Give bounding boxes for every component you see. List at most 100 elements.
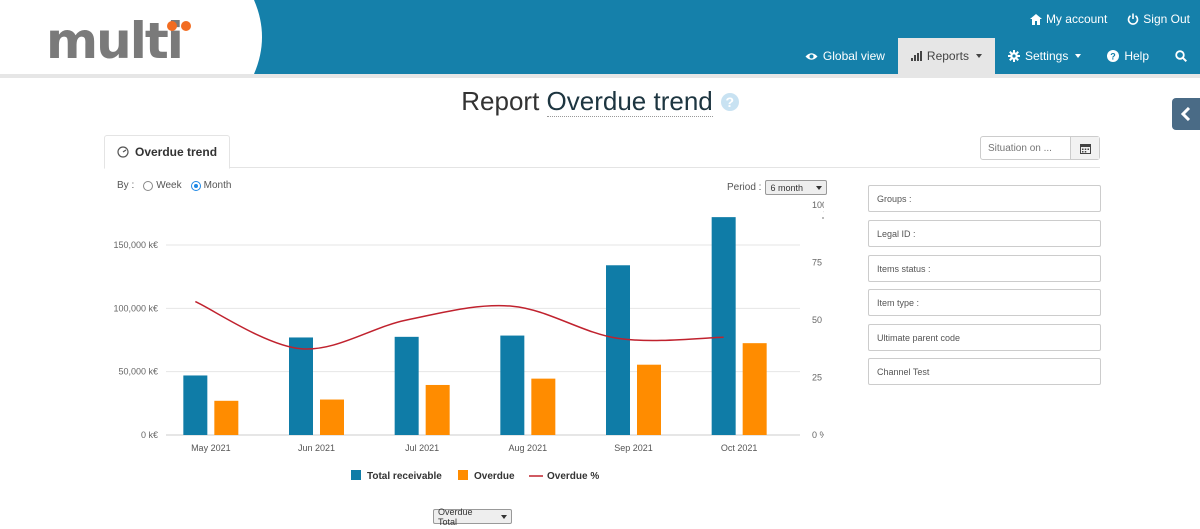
nav-help[interactable]: ? Help (1094, 38, 1162, 74)
situation-date-picker (980, 136, 1100, 160)
gauge-icon (117, 146, 129, 158)
bar-total-receivable (394, 336, 419, 435)
bar-total-receivable (289, 337, 313, 435)
chevron-down-icon (501, 514, 507, 519)
page-title: Report Overdue trend? (0, 86, 1200, 117)
filter-field[interactable]: Ultimate parent code (868, 324, 1101, 351)
search-icon (1175, 50, 1187, 62)
svg-text:?: ? (1111, 52, 1117, 62)
tab-overdue-trend[interactable]: Overdue trend (104, 135, 231, 169)
legend-label: Total receivable (367, 471, 442, 482)
measure-value: Overdue Total (438, 506, 473, 527)
logo-graphic: multi (0, 0, 262, 74)
chart-bars (183, 217, 767, 435)
chart-legend: Total receivable Overdue Overdue % (351, 470, 599, 482)
situation-input[interactable] (981, 137, 1070, 159)
main-nav: Global view Reports Settings ? Help (792, 38, 1200, 74)
help-icon[interactable]: ? (720, 93, 739, 111)
filter-field[interactable]: Channel Test (868, 358, 1101, 385)
chart-line (195, 300, 724, 350)
tab-label: Overdue trend (135, 145, 218, 159)
y-left-tick-label: 150,000 k€ (113, 240, 158, 250)
overdue-trend-chart: 0 k€ 50,000 k€ 100,000 k€ 150,000 k€ 0 % 25 … (113, 200, 824, 482)
account-links: My account Sign Out (1029, 12, 1190, 26)
period-select[interactable]: 6 month (765, 180, 828, 195)
filter-field[interactable]: Items status : (868, 255, 1101, 282)
bar-overdue (425, 384, 450, 435)
nav-help-label: Help (1124, 49, 1149, 63)
chevron-down-icon (975, 54, 982, 58)
x-tick-label: Oct 2021 (721, 443, 758, 453)
nav-reports-label: Reports (926, 49, 969, 63)
bar-overdue (531, 378, 556, 435)
calendar-button[interactable] (1070, 137, 1099, 159)
chart-grid (166, 244, 800, 436)
y-right-tick-label: 75 % (812, 258, 824, 268)
my-account-label: My account (1045, 12, 1108, 26)
y-right-tick-label: 25 % (812, 373, 824, 383)
y-right-tick-label: 0 % (812, 430, 824, 440)
page-title-prefix: Report (461, 86, 540, 116)
y-axis-right: 0 % 25 % 50 % 75 % 100 % (812, 200, 824, 440)
power-icon (1128, 13, 1139, 25)
x-tick-label: Aug 2021 (509, 443, 548, 453)
nav-settings-label: Settings (1024, 49, 1069, 63)
filter-field[interactable]: Legal ID : (868, 220, 1101, 247)
week-radio[interactable] (143, 180, 154, 191)
line-overdue-pct (195, 300, 724, 350)
legend-label: Overdue (474, 471, 515, 482)
logo-text: multi (46, 12, 182, 70)
logo[interactable]: multi (0, 0, 262, 74)
header-shadow (0, 74, 1200, 78)
y-right-tick-label: 100 % (812, 200, 824, 210)
x-axis-labels: May 2021 Jun 2021 Jul 2021 Aug 2021 Sep 2021… (191, 443, 757, 453)
period-label: Period : (727, 182, 762, 193)
nav-global-view[interactable]: Global view (792, 38, 898, 74)
radio-month[interactable]: Month (190, 180, 232, 191)
x-tick-label: Jul 2021 (405, 443, 439, 453)
month-radio[interactable] (190, 180, 201, 191)
y-left-tick-label: 100,000 k€ (113, 303, 158, 313)
nav-search[interactable] (1162, 38, 1200, 74)
nav-global-view-label: Global view (822, 49, 885, 63)
legend-swatch (351, 470, 361, 480)
filter-field[interactable]: Item type : (868, 289, 1101, 316)
chevron-down-icon (816, 185, 823, 190)
granularity-selector: By : Week Month (117, 180, 231, 191)
calendar-icon (1079, 143, 1091, 154)
radio-week[interactable]: Week (143, 180, 182, 191)
y-right-tick-label: 50 % (812, 315, 824, 325)
chevron-down-icon (1075, 54, 1082, 58)
period-value: 6 month (770, 182, 803, 193)
legend-swatch (458, 470, 468, 480)
bar-overdue (742, 343, 767, 435)
my-account-link[interactable]: My account (1029, 12, 1108, 26)
x-tick-label: Sep 2021 (614, 443, 653, 453)
by-label: By : (117, 180, 135, 191)
y-left-tick-label: 0 k€ (141, 430, 158, 440)
bar-total-receivable (500, 335, 525, 435)
report-name[interactable]: Overdue trend (546, 86, 713, 117)
bar-overdue (214, 400, 239, 435)
period-selector: Period : 6 month (727, 180, 828, 195)
eye-icon (805, 52, 818, 60)
legend-label: Overdue % (547, 471, 599, 482)
month-label: Month (203, 180, 232, 191)
filter-field[interactable]: Groups : (868, 185, 1101, 212)
measure-select[interactable]: Overdue Total (433, 506, 512, 527)
nav-reports[interactable]: Reports (897, 38, 995, 74)
x-tick-label: Jun 2021 (298, 443, 335, 453)
bar-total-receivable (711, 217, 736, 435)
nav-settings[interactable]: Settings (995, 38, 1094, 74)
bar-chart-icon (910, 51, 922, 61)
home-icon (1029, 13, 1042, 25)
bar-overdue (637, 364, 661, 435)
x-tick-label: May 2021 (191, 443, 231, 453)
side-panel-toggle[interactable] (1172, 98, 1200, 130)
report-tabs: Overdue trend (104, 135, 1100, 169)
sign-out-link[interactable]: Sign Out (1127, 12, 1190, 26)
chevron-left-icon (1181, 107, 1191, 121)
question-icon: ? (1107, 50, 1120, 62)
gear-icon (1007, 50, 1020, 62)
bar-total-receivable (183, 375, 208, 435)
